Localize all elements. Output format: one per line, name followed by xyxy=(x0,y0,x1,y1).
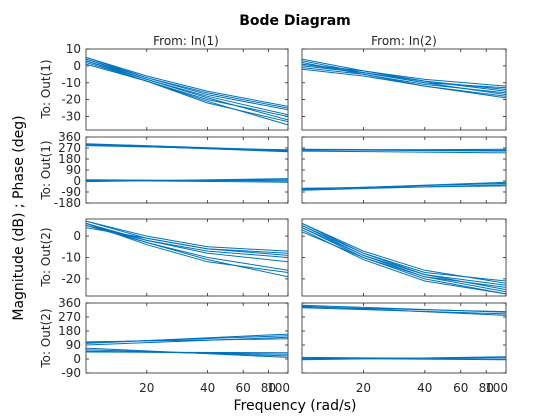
y-tick-label: 0 xyxy=(73,59,81,73)
chart-title: Bode Diagram xyxy=(239,13,351,29)
y-tick-label: -10 xyxy=(61,251,81,265)
x-tick-label: 40 xyxy=(200,381,215,395)
response-curve xyxy=(86,222,288,273)
x-tick-label: 60 xyxy=(453,381,468,395)
response-curve xyxy=(302,148,506,151)
x-tick-label: 80 xyxy=(479,381,494,395)
x-tick-label: 20 xyxy=(356,381,371,395)
y-tick-label: 270 xyxy=(58,141,81,155)
response-curve xyxy=(86,145,288,151)
x-tick-label: 20 xyxy=(139,381,154,395)
y-tick-label: 90 xyxy=(66,163,81,177)
response-curve xyxy=(302,227,506,286)
y-tick-label: 0 xyxy=(73,174,81,188)
response-curve xyxy=(86,58,288,116)
x-tick-label: 60 xyxy=(236,381,251,395)
column-title-in1: From: In(1) xyxy=(153,34,219,48)
response-curve xyxy=(302,63,506,87)
response-curve xyxy=(86,179,288,182)
response-curve xyxy=(302,224,506,293)
x-tick-label: 40 xyxy=(417,381,432,395)
y-tick-label: 180 xyxy=(58,324,81,338)
panel-frame xyxy=(301,136,507,204)
response-curve xyxy=(302,357,506,361)
x-axis-label: Frequency (rad/s) xyxy=(234,398,357,414)
panel-frame xyxy=(85,218,289,297)
response-curve xyxy=(86,63,288,117)
response-curve xyxy=(86,60,288,123)
y-tick-label: -10 xyxy=(61,76,81,90)
response-curve xyxy=(86,56,288,107)
y-tick-label: 0 xyxy=(73,352,81,366)
y-tick-label: -180 xyxy=(54,196,81,210)
x-tick-label: 100 xyxy=(485,381,508,395)
y-tick-label: -20 xyxy=(61,272,81,286)
response-curve xyxy=(302,67,506,94)
x-tick-label: 80 xyxy=(261,381,276,395)
response-curve xyxy=(302,356,506,360)
response-curve xyxy=(302,149,506,152)
y-tick-label: 360 xyxy=(58,296,81,310)
response-curve xyxy=(302,185,506,189)
response-curve xyxy=(86,335,288,344)
response-curve xyxy=(302,227,506,295)
response-curve xyxy=(302,63,506,89)
row-label: To: Out(1) xyxy=(39,140,53,200)
y-axis-label: Magnitude (dB) ; Phase (deg) xyxy=(11,115,27,320)
response-curve xyxy=(302,304,506,313)
row-label: To: Out(1) xyxy=(39,59,53,119)
response-curve xyxy=(302,58,506,92)
response-curve xyxy=(302,68,506,97)
response-curve xyxy=(302,224,506,282)
response-curve xyxy=(86,62,288,126)
response-curve xyxy=(302,150,506,154)
row-label: To: Out(2) xyxy=(39,227,53,287)
panel-frame xyxy=(301,302,507,374)
response-curve xyxy=(86,56,288,111)
panel-frame xyxy=(85,48,289,131)
row-label: To: Out(2) xyxy=(39,308,53,368)
response-curve xyxy=(86,227,288,256)
response-curve xyxy=(86,220,288,252)
x-tick-label: 100 xyxy=(267,381,290,395)
response-curve xyxy=(86,336,288,346)
y-tick-label: 180 xyxy=(58,152,81,166)
response-curve xyxy=(86,351,288,354)
column-title-in2: From: In(2) xyxy=(371,34,437,48)
y-tick-label: 90 xyxy=(66,338,81,352)
y-tick-label: -20 xyxy=(61,93,81,107)
y-tick-label: -90 xyxy=(61,366,81,380)
response-curve xyxy=(86,60,288,121)
y-tick-label: 270 xyxy=(58,310,81,324)
response-curve xyxy=(302,231,506,288)
y-tick-label: 0 xyxy=(73,229,81,243)
response-curve xyxy=(86,58,288,109)
y-tick-label: -30 xyxy=(61,110,81,124)
y-tick-label: -90 xyxy=(61,185,81,199)
y-tick-label: 10 xyxy=(66,42,81,56)
response-curve xyxy=(86,222,288,263)
y-tick-label: 360 xyxy=(58,130,81,144)
